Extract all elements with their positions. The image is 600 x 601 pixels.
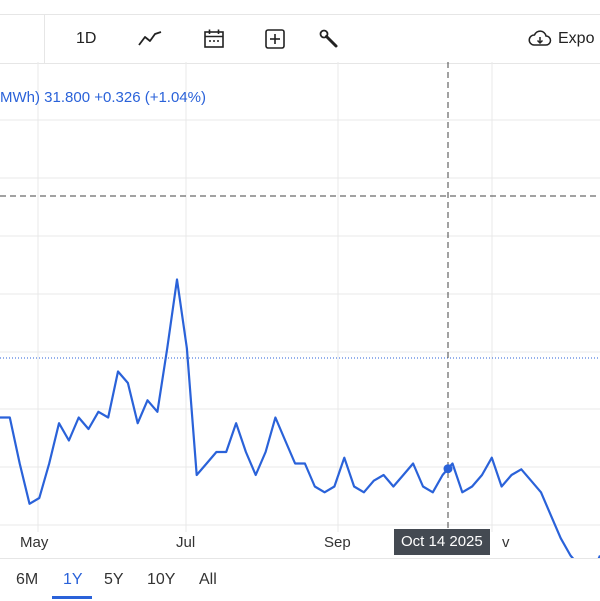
range-selector: 6M 1Y 5Y 10Y All (0, 558, 600, 601)
chart-type-button[interactable] (137, 25, 163, 53)
range-5y[interactable]: 5Y (104, 571, 124, 588)
chart-toolbar: 1D Expo (0, 14, 600, 64)
chart-settings-button[interactable] (318, 25, 340, 53)
plus-box-icon (265, 29, 285, 49)
x-axis-label-may: May (20, 534, 49, 551)
range-10y[interactable]: 10Y (147, 571, 176, 588)
range-all[interactable]: All (199, 571, 217, 588)
cloud-download-icon (528, 30, 552, 46)
range-6m[interactable]: 6M (16, 571, 39, 588)
price-change-pct: (+1.04%) (144, 89, 206, 106)
toolbar-left-slot (0, 15, 45, 63)
x-axis-label-nov: v (502, 534, 510, 551)
x-axis-label-sep: Sep (324, 534, 351, 551)
date-range-button[interactable] (203, 25, 225, 53)
interval-button[interactable]: 1D (76, 25, 96, 53)
price-readout: MWh) 31.800 +0.326 (+1.04%) (0, 89, 206, 106)
export-label: Expo (558, 30, 595, 47)
active-range-underline (52, 596, 92, 599)
line-chart-icon (138, 31, 162, 46)
add-indicator-button[interactable] (264, 25, 286, 53)
calendar-icon (204, 29, 224, 48)
price-series-line (0, 278, 600, 558)
chart-grid (0, 62, 600, 532)
export-button[interactable]: Expo (528, 25, 594, 53)
price-value: 31.800 (44, 89, 91, 106)
range-1y[interactable]: 1Y (63, 571, 83, 588)
x-axis-label-jul: Jul (176, 534, 196, 551)
interval-label: 1D (76, 30, 97, 47)
price-change: +0.326 (94, 89, 141, 106)
wrench-icon (319, 29, 338, 48)
crosshair-point (443, 464, 453, 474)
unit-label: MWh) (0, 89, 40, 106)
crosshair-date-tag: Oct 14 2025 (394, 529, 490, 555)
price-chart[interactable] (0, 62, 600, 558)
